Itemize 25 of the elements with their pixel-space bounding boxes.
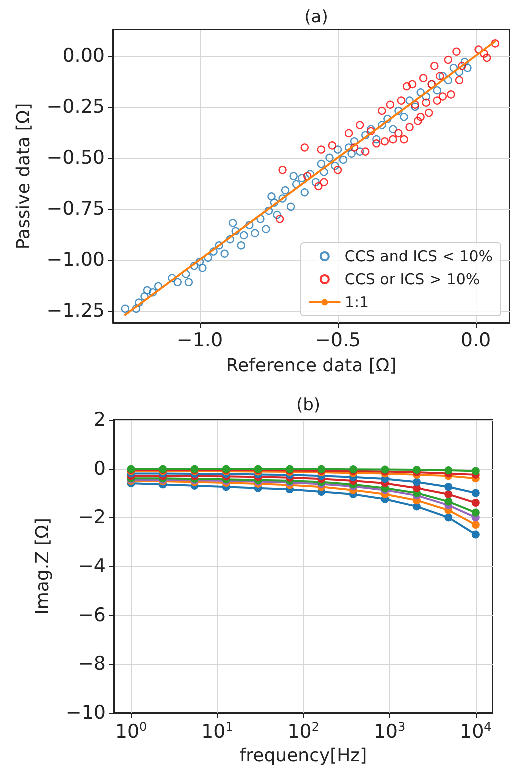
x-tick-label: −0.5 [314,330,362,352]
chart-title: (b) [296,396,321,416]
y-axis-title: Passive data [Ω] [14,103,34,250]
chart-title: (a) [304,8,328,28]
x-tick-label: 0.0 [460,330,492,352]
y-tick-label: 2 [94,409,106,431]
y-tick-label: 0.00 [62,44,105,67]
y-tick-label: −10 [66,702,106,724]
y-tick-label: −2 [78,506,106,529]
y-tick-label: 0 [94,458,106,480]
legend-label: CCS or ICS > 10% [344,270,480,288]
y-axis-title: Imag.Z [Ω] [32,518,54,615]
y-tick-label: −1.00 [46,248,105,271]
y-tick-label: −4 [78,556,106,578]
legend-label: CCS and ICS < 10% [344,248,494,266]
x-tick-label: −1.0 [176,330,224,352]
y-tick-label: −0.75 [46,198,105,220]
y-tick-label: −0.50 [46,146,105,169]
x-axis-title: Reference data [Ω] [226,356,397,376]
x-axis-title: frequency[Hz] [240,746,368,766]
y-tick-label: −8 [78,653,106,676]
y-tick-label: −0.25 [46,96,105,118]
y-tick-label: −1.25 [46,300,105,322]
legend-label: 1:1 [344,294,370,312]
y-tick-label: −6 [78,604,106,626]
